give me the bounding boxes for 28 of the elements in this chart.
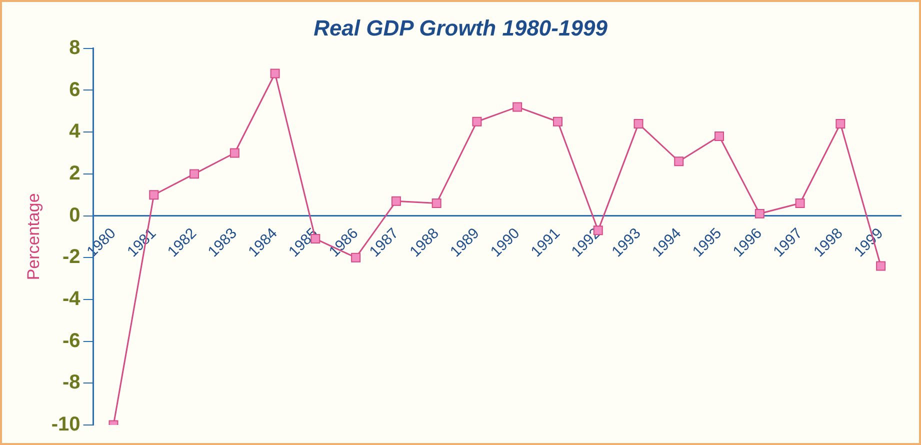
point	[149, 190, 159, 200]
y-axis-title: Percentage	[24, 193, 43, 280]
point	[391, 196, 401, 206]
y-tick-label: 2	[69, 162, 80, 184]
point	[876, 261, 886, 271]
y-tick-label: 4	[69, 120, 82, 143]
point	[795, 198, 805, 208]
point	[714, 132, 724, 142]
point	[552, 116, 562, 126]
point	[512, 102, 522, 112]
chart-title: Real GDP Growth 1980-1999	[314, 15, 608, 40]
point	[674, 156, 684, 166]
y-tick-label: -4	[62, 288, 82, 310]
y-tick-label: -6	[62, 330, 80, 352]
y-tick-label: 8	[69, 36, 80, 59]
point	[190, 169, 200, 179]
point	[754, 208, 764, 218]
point	[432, 198, 442, 208]
point	[270, 68, 280, 78]
y-tick-label: -2	[62, 246, 80, 268]
point	[230, 148, 240, 158]
y-tick-label: -10	[51, 414, 80, 436]
y-tick-label: -8	[62, 372, 80, 394]
y-tick-label: 6	[69, 78, 80, 101]
point	[836, 118, 846, 128]
point	[634, 118, 644, 128]
y-tick-label: 0	[69, 204, 80, 226]
point	[472, 116, 482, 126]
